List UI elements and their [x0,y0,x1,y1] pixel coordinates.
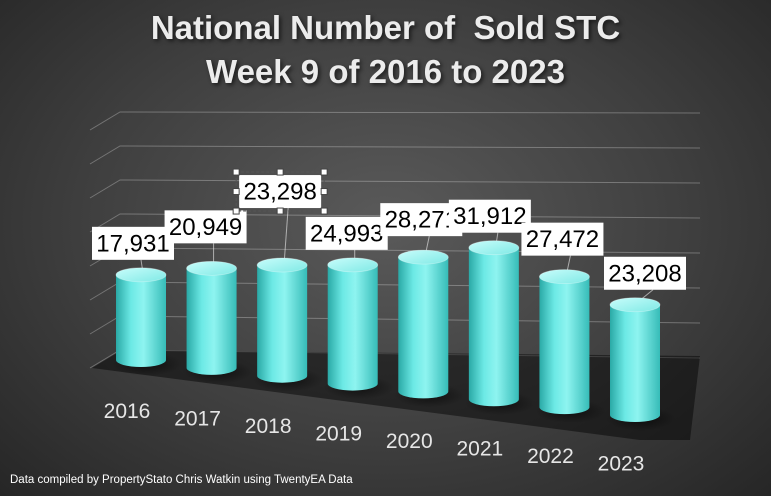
x-tick-label: 2018 [245,415,292,438]
data-label-box [521,222,604,256]
x-tick-label: 2023 [598,453,645,476]
gridline [89,111,701,131]
data-label-text: 20,949 [169,214,242,241]
bar-2020 [398,257,449,399]
data-label-text: 17,931 [96,230,169,257]
gridline [89,315,701,335]
bar-top [609,297,661,313]
x-tick-label: 2022 [527,445,574,468]
bar-2023 [610,304,660,422]
data-label-text: 28,271 [385,207,458,234]
bar-top [539,269,590,285]
bar-top [186,260,237,276]
bar-top [256,257,308,273]
bar-2018 [257,265,308,383]
data-label: 17,931 [92,226,174,260]
bar-2021 [468,247,519,407]
bars [112,240,676,431]
data-label-text: 24,993 [310,220,383,247]
leader-line [283,208,289,264]
data-label: 31,912 [448,199,531,233]
gridline [89,179,701,199]
bar-top [468,240,520,256]
data-label: 24,993 [305,216,388,250]
data-label: 20,949 [164,210,247,244]
data-label: 27,472 [521,222,604,256]
x-tick-label: 2019 [315,423,362,446]
data-label-text: 23,208 [608,260,681,287]
data-label: 23,298 [239,175,322,209]
resize-handle[interactable] [320,168,328,176]
data-label-box [239,175,322,209]
bar-2017 [186,268,237,375]
data-label-box [305,216,388,250]
x-axis-ticks: 2016 2017 2018 2019 2020 2021 2022 2023 [104,400,645,476]
resize-handle[interactable] [276,168,284,176]
data-label-box [92,226,174,260]
chart-title: National Number of Sold STC Week 9 of 20… [0,6,771,94]
resize-handle[interactable] [320,188,328,196]
bar-2022 [539,276,590,415]
chart-title-line2: Week 9 of 2016 to 2023 [206,53,565,90]
resize-handle[interactable] [276,207,284,215]
data-label-box [604,256,686,290]
data-label: 23,208 [604,256,686,290]
resize-handle[interactable] [232,207,240,215]
resize-handle[interactable] [232,188,240,196]
data-label-text: 27,472 [526,226,599,253]
data-label: 28,271 [380,203,463,237]
gridline [89,145,701,165]
data-label-text: 31,912 [453,203,526,230]
data-label-box [380,203,463,237]
data-label-box [448,199,531,233]
chart-title-line1: National Number of Sold STC [150,9,621,46]
data-label-box [164,210,247,244]
source-note: Data compiled by PropertyStato Chris Wat… [10,474,353,486]
bar-2016 [116,274,166,367]
x-tick-label: 2021 [456,438,503,461]
data-label-text: 23,298 [243,179,316,206]
bar-2019 [327,264,378,391]
bar-top [397,249,449,265]
x-tick-label: 2020 [386,430,433,453]
resize-handle[interactable] [320,207,328,215]
resize-handle[interactable] [232,168,240,176]
bar-top [115,267,167,283]
selection-handles[interactable] [232,168,328,215]
x-tick-label: 2017 [174,408,221,431]
x-tick-label: 2016 [104,400,151,423]
bar-top [327,257,379,273]
